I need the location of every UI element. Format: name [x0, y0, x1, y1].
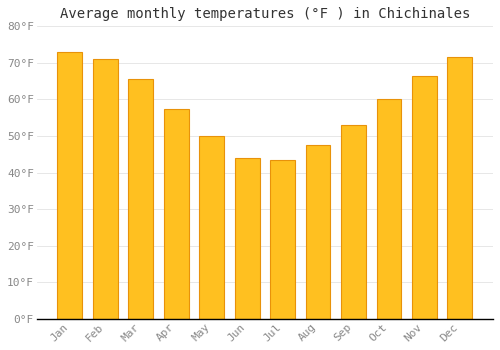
Bar: [128, 79, 153, 319]
Bar: [235, 158, 260, 319]
Bar: [376, 99, 402, 319]
Bar: [448, 57, 472, 319]
Bar: [58, 52, 82, 319]
Bar: [200, 136, 224, 319]
Title: Average monthly temperatures (°F ) in Chichinales: Average monthly temperatures (°F ) in Ch…: [60, 7, 470, 21]
Bar: [341, 125, 366, 319]
Bar: [412, 76, 437, 319]
Bar: [306, 145, 330, 319]
Bar: [270, 160, 295, 319]
Bar: [164, 108, 188, 319]
Bar: [93, 59, 118, 319]
